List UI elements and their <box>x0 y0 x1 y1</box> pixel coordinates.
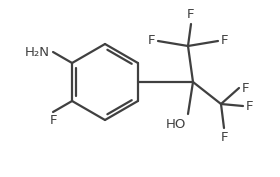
Text: HO: HO <box>166 118 186 131</box>
Text: F: F <box>49 114 57 127</box>
Text: F: F <box>187 8 195 21</box>
Text: F: F <box>220 131 228 144</box>
Text: F: F <box>148 35 155 47</box>
Text: F: F <box>221 35 228 47</box>
Text: F: F <box>242 81 249 95</box>
Text: H₂N: H₂N <box>25 45 50 59</box>
Text: F: F <box>246 99 253 113</box>
